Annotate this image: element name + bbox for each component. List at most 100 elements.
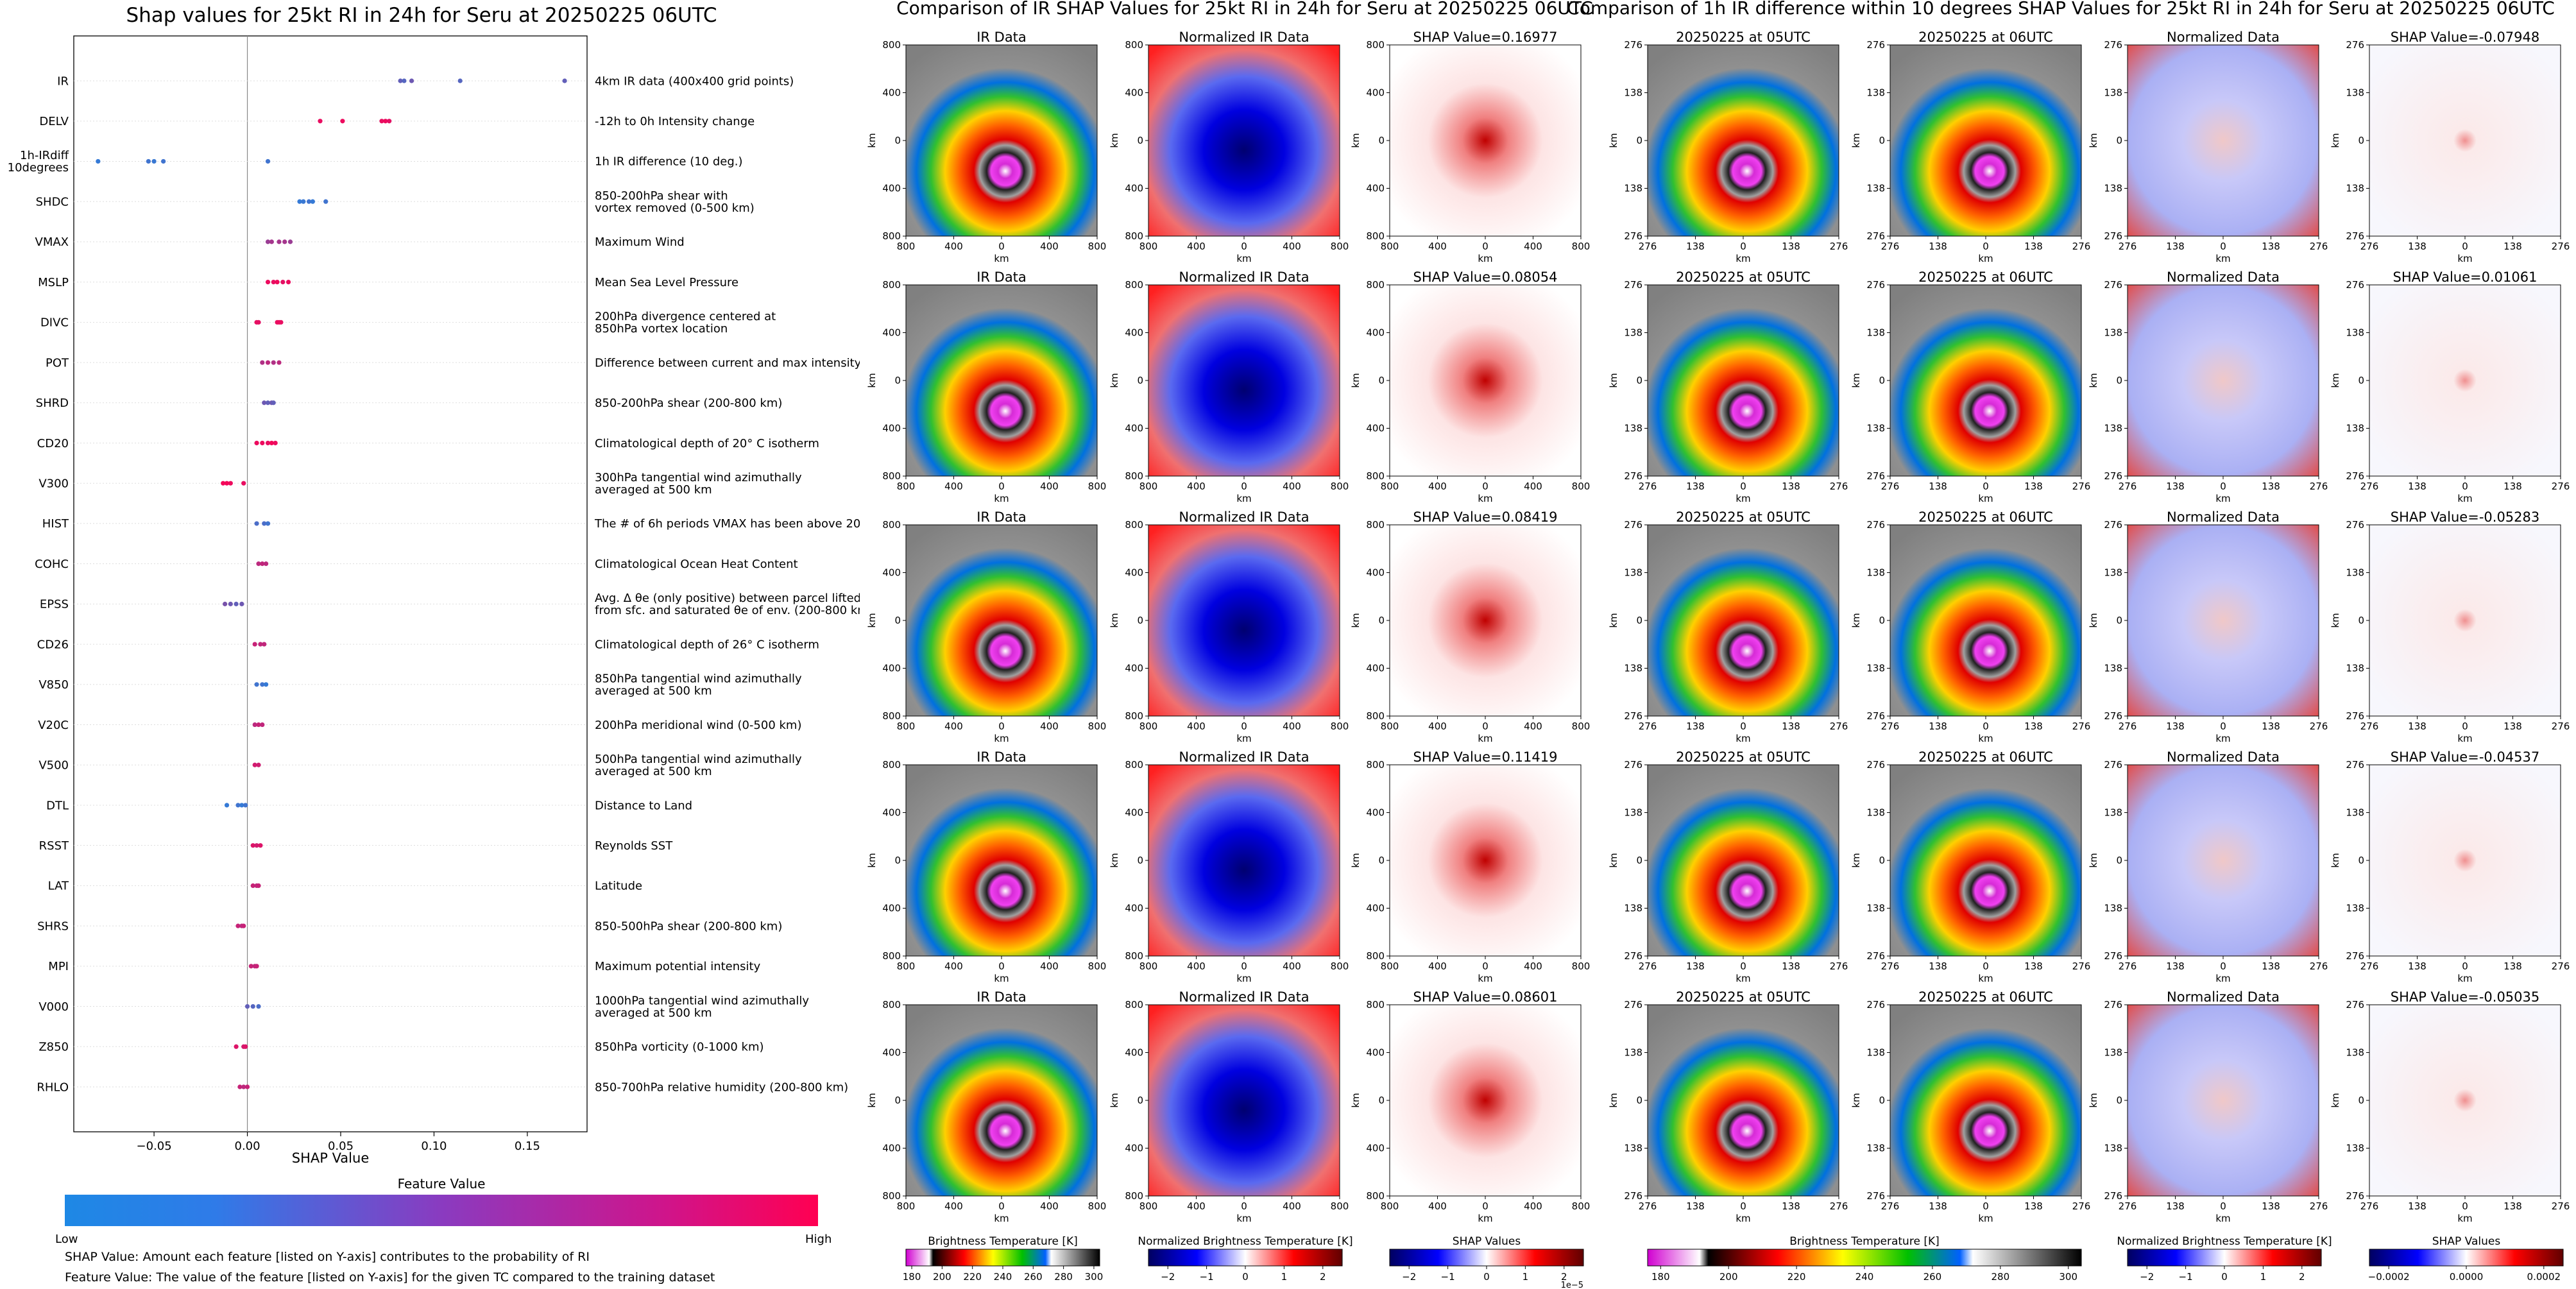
y-axis-label: km — [2330, 853, 2341, 867]
image-subplot: SHAP Value=0.169778008004004000040040080… — [1350, 30, 1590, 264]
x-axis-label: km — [2215, 493, 2230, 504]
y-tick-label: 800 — [1125, 470, 1143, 482]
subplot-title: Normalized Data — [2167, 269, 2280, 285]
y-tick-label: 138 — [2104, 1143, 2122, 1154]
shap-point — [383, 119, 388, 124]
x-tick-label: 0 — [998, 481, 1005, 492]
y-tick-label: 0 — [1137, 615, 1143, 626]
colorbar-tick-label: −1 — [1441, 1271, 1455, 1283]
y-tick-label: 276 — [2346, 999, 2364, 1011]
y-axis-label: km — [1350, 853, 1361, 867]
y-tick-label: 276 — [1866, 950, 1885, 962]
shap-point — [269, 440, 274, 446]
x-tick-label: 276 — [2119, 1200, 2137, 1212]
subplot-title: IR Data — [977, 269, 1027, 285]
shap-point — [265, 158, 271, 164]
x-tick-label: 400 — [1187, 481, 1206, 492]
feature-description: Latitude — [595, 880, 642, 893]
image-area — [1889, 284, 2082, 477]
feature-value-note: Feature Value: The value of the feature … — [65, 1270, 715, 1285]
x-tick-label: 138 — [1782, 960, 1800, 972]
y-tick-label: 400 — [1125, 903, 1143, 914]
x-tick-label: 800 — [1088, 721, 1107, 732]
image-subplot: Normalized Data2762761381380013813827627… — [2088, 30, 2328, 264]
x-tick-label: 0 — [1983, 481, 1989, 492]
feature-label: POT — [46, 356, 69, 370]
x-tick-label: 0 — [1482, 960, 1488, 972]
x-tick-label: 0 — [1241, 241, 1247, 252]
y-tick-label: 276 — [1624, 39, 1642, 51]
x-tick-label: 138 — [1686, 481, 1705, 492]
y-tick-label: 276 — [2346, 1190, 2364, 1202]
shap-point — [244, 1084, 250, 1089]
x-tick-label: 138 — [2262, 1200, 2280, 1212]
x-tick-label: 138 — [1686, 960, 1705, 972]
image-subplot: 20250225 at 06UTC27627613813800138138276… — [1850, 30, 2090, 264]
x-axis-label: km — [1236, 973, 1251, 984]
image-subplot: SHAP Value=-0.07948276276138138001381382… — [2330, 30, 2570, 264]
y-tick-label: 276 — [2104, 1190, 2122, 1202]
y-tick-label: 0 — [2358, 1095, 2364, 1106]
shap-point — [286, 280, 291, 285]
x-tick-label: 276 — [2072, 721, 2091, 732]
x-tick-label: 0 — [998, 241, 1005, 252]
y-tick-label: 400 — [1366, 903, 1385, 914]
x-tick-label: 138 — [2166, 960, 2185, 972]
x-tick-label: 400 — [1283, 1200, 1301, 1212]
y-axis-label: km — [1850, 613, 1862, 627]
y-tick-label: 138 — [1624, 183, 1642, 194]
y-tick-label: 400 — [882, 567, 901, 579]
x-tick-label: 276 — [1881, 721, 1900, 732]
colorbar-tick-label: −2 — [1402, 1271, 1416, 1283]
x-tick-label: 138 — [2262, 721, 2280, 732]
shap-point — [252, 762, 257, 767]
x-tick-label: 0.15 — [515, 1140, 540, 1153]
y-tick-label: 400 — [1125, 1143, 1143, 1154]
shap-point — [265, 239, 271, 244]
y-tick-label: 0 — [1879, 135, 1885, 146]
image-area — [1148, 284, 1340, 477]
image-subplot: SHAP Value=0.080548008004004000040040080… — [1350, 269, 1590, 504]
image-area — [2127, 284, 2319, 477]
y-tick-label: 0 — [894, 1095, 901, 1106]
x-tick-label: 276 — [2072, 481, 2091, 492]
y-tick-label: 138 — [1866, 663, 1885, 674]
x-tick-label: 800 — [1331, 1200, 1349, 1212]
y-tick-label: 0 — [894, 135, 901, 146]
colorbar-tick-label: −1 — [2179, 1271, 2193, 1283]
y-tick-label: 138 — [2104, 903, 2122, 914]
x-tick-label: 400 — [1524, 721, 1542, 732]
y-tick-label: 800 — [882, 470, 901, 482]
image-area — [2127, 524, 2319, 717]
shap-point — [265, 400, 271, 405]
shap-point — [280, 280, 286, 285]
image-area — [1148, 524, 1340, 717]
feature-label: Z850 — [38, 1041, 69, 1054]
colorbar-tick-label: −1 — [1200, 1271, 1214, 1283]
shap-point — [256, 561, 261, 567]
x-tick-label: 138 — [2408, 960, 2427, 972]
y-tick-label: 800 — [1366, 710, 1385, 722]
y-axis-label: km — [1608, 853, 1619, 867]
subplot-title: 20250225 at 05UTC — [1676, 30, 1811, 45]
y-axis-label: km — [1350, 1093, 1361, 1107]
subplot-title: SHAP Value=0.08601 — [1413, 989, 1558, 1005]
x-axis-label: km — [1736, 973, 1750, 984]
y-tick-label: 0 — [2116, 1095, 2122, 1106]
y-tick-label: 800 — [1125, 279, 1143, 291]
y-tick-label: 400 — [1125, 87, 1143, 99]
x-tick-label: 0 — [1241, 721, 1247, 732]
colorbar-tick-label: 240 — [994, 1271, 1012, 1283]
x-axis-label: km — [994, 1213, 1009, 1224]
shap-point — [250, 843, 255, 848]
shap-point — [234, 1044, 239, 1049]
y-tick-label: 276 — [2346, 710, 2364, 722]
x-tick-label: 276 — [1881, 960, 1900, 972]
x-tick-label: 800 — [1088, 960, 1107, 972]
x-tick-label: 400 — [1040, 481, 1059, 492]
y-tick-label: 276 — [2104, 710, 2122, 722]
subplot-title: SHAP Value=-0.04537 — [2391, 749, 2540, 765]
x-tick-label: 138 — [1782, 241, 1800, 252]
x-tick-label: 0 — [1482, 241, 1488, 252]
colorbar-tick-label: 280 — [1054, 1271, 1073, 1283]
